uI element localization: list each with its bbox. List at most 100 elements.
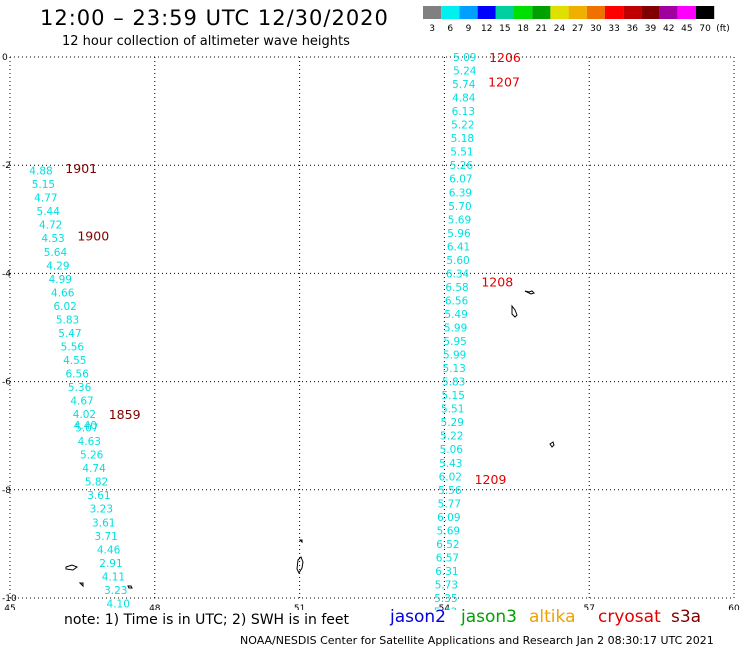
mission-s3a: s3a [671, 607, 702, 627]
wave-height-label: 4.74 [82, 463, 106, 475]
wave-height-label: 4.88 [29, 166, 52, 178]
wave-height-label: 4.67 [70, 396, 93, 408]
wave-height-label: 5.51 [450, 147, 473, 159]
track-time-label: 1208 [481, 275, 513, 290]
wave-height-label: 6.41 [447, 241, 470, 253]
scale-label: 70 [699, 24, 711, 34]
island-outline [549, 441, 555, 448]
scale-swatch [641, 6, 660, 19]
track-time-label: 1859 [109, 407, 141, 422]
wave-height-label: 6.02 [53, 301, 76, 313]
x-tick-label: 51 [294, 604, 305, 610]
wave-height-label: 5.15 [32, 179, 55, 191]
scale-swatch [514, 6, 533, 19]
wave-height-label: 4.02 [73, 409, 96, 421]
wave-height-label: 5.07 [75, 423, 98, 435]
wave-height-map: 45 48 51 54 57 60 0 -2 -4 -6 -8 -10 5.09 5.245.74 4.84… [2, 50, 740, 610]
wave-height-label: 6.31 [435, 566, 458, 578]
wave-height-label: 5.35 [434, 593, 457, 605]
scale-swatch [568, 6, 587, 19]
wave-height-label: 3.23 [90, 504, 113, 516]
scale-swatch [495, 6, 514, 19]
scale-label: 36 [627, 24, 639, 34]
y-tick-label: -4 [2, 269, 11, 279]
wave-height-label: 5.22 [451, 120, 474, 132]
wave-height-label: 5.26 [450, 160, 474, 172]
color-scale-legend: 3 6 9 12 15 18 21 24 27 30 33 36 39 42 45 70 (ft) [423, 6, 730, 34]
wave-height-label: 5.43 [434, 607, 457, 610]
wave-height-label: 4.72 [39, 220, 62, 232]
wave-height-label: 5.95 [443, 336, 466, 348]
wave-height-label: 5.56 [61, 341, 85, 353]
scale-swatch [477, 6, 496, 19]
wave-height-label: 3.71 [94, 531, 117, 543]
scale-swatch [441, 6, 460, 19]
track-time-label: 1900 [77, 229, 109, 244]
wave-height-label: 5.69 [437, 525, 460, 537]
wave-height-label: 6.56 [445, 295, 469, 307]
wave-height-label: 5.15 [442, 390, 465, 402]
scale-swatch [423, 6, 442, 19]
scale-swatch [623, 6, 642, 19]
wave-height-label: 5.83 [56, 314, 79, 326]
wave-height-label: 5.26 [80, 450, 104, 462]
track-time-label: 1207 [488, 74, 520, 89]
wave-height-label: 4.84 [452, 93, 476, 105]
scale-label: 27 [572, 24, 583, 34]
scale-label: 45 [681, 24, 692, 34]
x-tick-label: 60 [728, 604, 740, 610]
wave-height-label: 3.23 [104, 585, 127, 597]
scale-swatch [550, 6, 569, 19]
scale-label: 24 [554, 24, 566, 34]
scale-unit: (ft) [716, 24, 730, 34]
wave-height-label: 6.57 [436, 552, 459, 564]
scale-label: 12 [481, 24, 492, 34]
scale-label: 3 [429, 24, 435, 34]
wave-height-label: 6.56 [66, 368, 90, 380]
y-tick-label: -6 [2, 378, 11, 388]
y-tick-label: -10 [2, 594, 17, 604]
scale-label: 18 [517, 24, 529, 34]
wave-height-label: 6.13 [452, 106, 475, 118]
x-tick-label: 54 [439, 604, 451, 610]
wave-height-label: 5.09 [453, 52, 476, 64]
wave-height-label: 5.73 [435, 579, 458, 591]
wave-height-label: 4.53 [41, 233, 64, 245]
island-outline [524, 290, 535, 295]
wave-height-label: 2.91 [99, 558, 122, 570]
footer-note: note: 1) Time is in UTC; 2) SWH is in fe… [64, 612, 350, 628]
wave-height-label: 5.18 [451, 133, 474, 145]
mission-altika: altika [529, 607, 576, 627]
y-tick-label: -2 [2, 161, 11, 171]
wave-height-label: 6.02 [439, 471, 462, 483]
wave-height-label: 4.11 [102, 571, 125, 583]
page-subtitle: 12 hour collection of altimeter wave hei… [62, 34, 350, 49]
island-outline [511, 304, 518, 318]
wave-height-label: 5.06 [440, 444, 464, 456]
wave-height-label: 4.66 [51, 287, 75, 299]
x-tick-label: 57 [583, 604, 594, 610]
page-title: 12:00 – 23:59 UTC 12/30/2020 [40, 6, 389, 30]
wave-height-label: 3.61 [92, 517, 115, 529]
wave-height-label: 6.09 [437, 512, 460, 524]
wave-height-label: 5.24 [453, 66, 477, 78]
scale-label: 33 [608, 24, 619, 34]
wave-height-label: 5.13 [442, 363, 465, 375]
scale-label: 15 [499, 24, 510, 34]
island-outline [78, 582, 84, 588]
wave-height-label: 5.56 [438, 485, 462, 497]
wave-height-label: 4.99 [49, 274, 72, 286]
track-time-label: 1209 [475, 472, 507, 487]
track-time-label: 1206 [489, 50, 521, 65]
track-time-label: 1901 [65, 161, 97, 176]
mission-jason2: jason2 [390, 607, 446, 627]
scale-label: 42 [663, 24, 674, 34]
scale-label: 21 [536, 24, 547, 34]
wave-height-label: 4.29 [46, 260, 69, 272]
wave-height-label: 5.83 [442, 377, 465, 389]
wave-height-label: 5.69 [448, 214, 471, 226]
wave-height-label: 5.77 [438, 498, 461, 510]
wave-height-label: 4.77 [34, 193, 57, 205]
x-tick-label: 45 [4, 604, 15, 610]
